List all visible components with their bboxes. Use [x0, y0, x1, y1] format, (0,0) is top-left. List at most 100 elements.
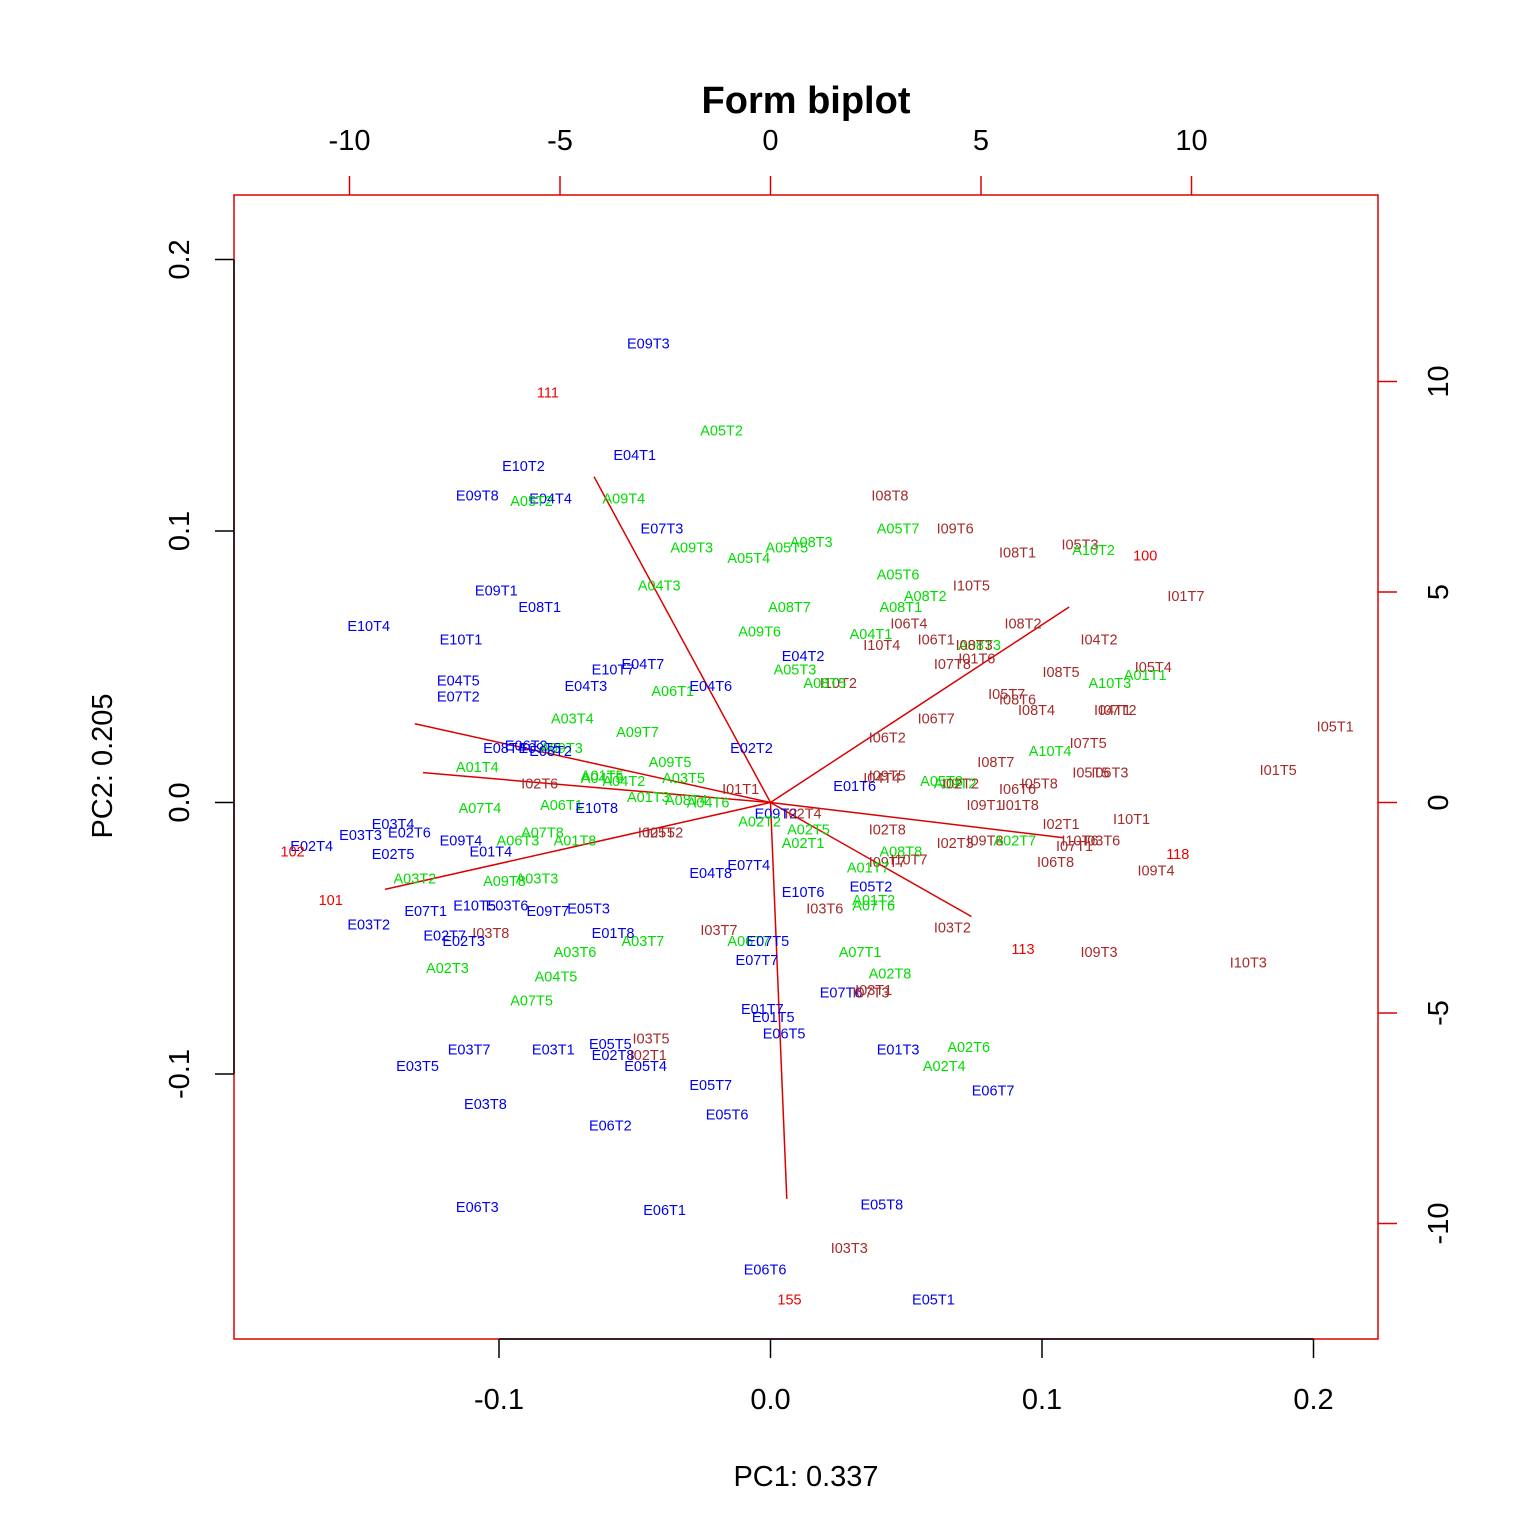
point-label: I02T6	[521, 776, 558, 792]
point-label: I06T8	[1037, 855, 1074, 871]
point-label: A04T6	[687, 796, 730, 812]
point-label: I04T2	[1080, 633, 1117, 649]
point-label: 101	[319, 893, 343, 909]
point-label: E05T8	[860, 1197, 903, 1213]
point-label: E05T6	[706, 1108, 749, 1124]
y-tick-label: 0.1	[164, 511, 196, 551]
point-label: A07T6	[852, 899, 895, 915]
point-label: I03T5	[632, 1032, 669, 1048]
point-label: I02T1	[630, 1048, 667, 1064]
point-label: I10T1	[1113, 812, 1150, 828]
point-label: E08T2	[529, 744, 572, 760]
point-label: E04T1	[613, 448, 656, 464]
point-label: A04T2	[603, 774, 646, 790]
point-label: E01T7	[741, 1002, 784, 1018]
point-label: A09T7	[616, 725, 659, 741]
point-label: A01T5	[581, 768, 624, 784]
point-label: E04T8	[689, 866, 732, 882]
point-label: A01T2	[852, 893, 895, 909]
point-label: E01T5	[752, 1010, 795, 1026]
point-label: I08T1	[999, 546, 1036, 562]
biplot-vector	[422, 771, 771, 804]
point-label: E09T8	[456, 489, 499, 505]
point-label: A08T5	[803, 676, 846, 692]
point-label: I09T6	[937, 521, 974, 537]
top-tick-label: -10	[329, 125, 371, 157]
point-label: E02T5	[372, 847, 415, 863]
point-label: I10T4	[863, 638, 900, 654]
point-label: 118	[1166, 847, 1189, 863]
point-label: I10T2	[820, 676, 857, 692]
point-label: E06T2	[589, 1119, 632, 1135]
point-label: I05T2	[646, 825, 683, 841]
right-tick-label: 0	[1423, 794, 1455, 810]
point-label: I06T4	[890, 616, 927, 632]
point-label: A03T4	[551, 711, 594, 727]
point-label: E10T7	[592, 662, 635, 678]
point-label: A06T7	[727, 934, 770, 950]
point-label: E07T4	[727, 858, 770, 874]
point-label: A08T8	[879, 844, 922, 860]
point-label: E03T5	[396, 1059, 439, 1075]
point-label: A08T1	[879, 600, 922, 616]
point-label: I07T5	[1070, 736, 1107, 752]
point-label: A05T6	[877, 567, 920, 583]
point-label: E05T2	[850, 880, 893, 896]
point-label: A09T3	[670, 540, 713, 556]
point-label: I05T1	[1317, 719, 1354, 735]
x-tick-label: -0.1	[474, 1384, 524, 1416]
chart-title: Form biplot	[702, 80, 911, 122]
point-label: E07T3	[641, 521, 684, 537]
point-label: A01T7	[847, 861, 890, 877]
point-label: I06T6	[999, 782, 1036, 798]
point-label: E05T7	[689, 1078, 732, 1094]
point-label: A04T1	[850, 627, 893, 643]
point-label: A09T6	[738, 624, 781, 640]
point-label: E10T5	[453, 899, 496, 915]
point-label: I05T4	[1135, 660, 1172, 676]
biplot-vectors	[384, 476, 1070, 1199]
point-label: I07T2	[1099, 703, 1136, 719]
y-axis-title: PC2: 0.205	[87, 693, 119, 838]
point-label: A09T2	[934, 776, 977, 792]
point-label: E01T4	[469, 844, 512, 860]
point-label: I01T7	[1167, 589, 1204, 605]
point-label: A10T2	[1072, 543, 1115, 559]
biplot-vector	[769, 802, 788, 1199]
biplot-vector	[770, 606, 1070, 804]
point-label: E04T6	[689, 679, 732, 695]
point-label: A06T3	[497, 834, 540, 850]
right-tick-label: -10	[1423, 1203, 1455, 1245]
point-label: E04T7	[622, 657, 665, 673]
point-label: I03T3	[831, 1241, 868, 1257]
point-label: I05T3	[1061, 538, 1098, 554]
point-label: E02T4	[290, 839, 333, 855]
point-label: A03T7	[622, 934, 665, 950]
point-label: E04T3	[565, 679, 608, 695]
point-label: E05T5	[589, 1037, 632, 1053]
point-label: A02T1	[782, 836, 825, 852]
point-label: A02T5	[787, 823, 830, 839]
point-label: I09T5	[869, 768, 906, 784]
point-label: I08T4	[1018, 703, 1055, 719]
point-label: I06T1	[918, 633, 955, 649]
right-tick-label: 10	[1423, 365, 1455, 397]
point-label: A09T4	[603, 491, 646, 507]
point-label: E04T4	[529, 491, 572, 507]
x-axis-title: PC1: 0.337	[733, 1461, 878, 1493]
point-label: I07T3	[852, 986, 889, 1002]
point-label: A09T5	[649, 755, 692, 771]
point-label: I08T6	[999, 692, 1036, 708]
point-label: E04T2	[782, 649, 825, 665]
point-label: I07T8	[934, 657, 971, 673]
biplot-vector	[384, 801, 771, 891]
y-tick-label: -0.1	[164, 1049, 196, 1099]
point-label: A09T8	[483, 874, 526, 890]
point-label: A02T4	[923, 1059, 966, 1075]
point-label: A08T3	[790, 535, 833, 551]
point-label: I03T1	[855, 983, 892, 999]
point-label: I01T6	[958, 652, 995, 668]
point-label: E08T1	[518, 600, 561, 616]
right-tick-label: -5	[1423, 1000, 1455, 1026]
point-label: A03T6	[554, 945, 597, 961]
